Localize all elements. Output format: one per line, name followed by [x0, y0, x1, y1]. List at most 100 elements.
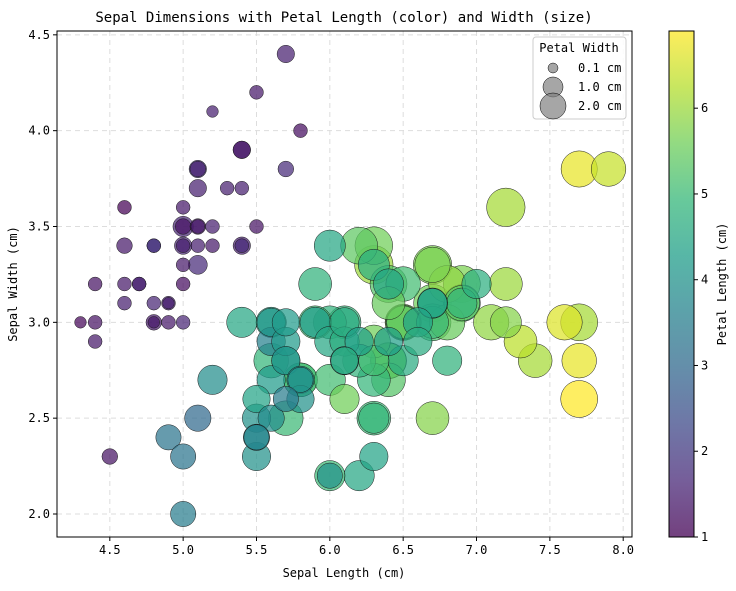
colorbar-tick-label: 1	[701, 530, 708, 544]
data-point-setosa	[147, 316, 160, 329]
data-point-setosa	[175, 218, 192, 235]
data-point-setosa	[175, 257, 191, 273]
y-axis-ticks: 2.0 2.5 3.0 3.5 4.0 4.5	[28, 28, 57, 521]
data-point-versicolor	[344, 327, 374, 356]
data-point-setosa	[190, 238, 205, 253]
colorbar-tick-label: 2	[701, 444, 708, 458]
data-point-versicolor	[432, 345, 463, 376]
data-point-setosa	[277, 160, 294, 178]
data-point-setosa	[87, 315, 103, 330]
legend-marker-large	[539, 92, 567, 120]
data-point-versicolor	[242, 385, 271, 413]
data-point-virginica	[561, 343, 597, 379]
data-point-versicolor	[226, 306, 258, 338]
x-tick-label: 7.5	[539, 543, 561, 557]
chart-title: Sepal Dimensions with Petal Length (colo…	[95, 10, 592, 26]
y-tick-label: 3.0	[28, 315, 50, 329]
colorbar-tick-label: 5	[701, 187, 708, 201]
data-point-setosa	[205, 219, 220, 234]
data-point-versicolor	[287, 366, 314, 393]
legend-label-large: 2.0 cm	[578, 99, 621, 113]
data-point-setosa	[116, 237, 133, 254]
data-point-setosa	[234, 180, 250, 196]
data-point-versicolor	[272, 386, 299, 412]
colorbar-gradient	[668, 30, 695, 538]
data-point-setosa	[190, 219, 205, 234]
data-point-virginica	[560, 380, 598, 418]
data-point-setosa	[188, 179, 207, 198]
data-point-virginica	[590, 151, 627, 187]
legend-label-medium: 1.0 cm	[578, 80, 621, 94]
data-point-setosa	[175, 238, 191, 253]
legend-marker-small	[547, 62, 559, 74]
data-point-virginica	[414, 246, 451, 283]
data-point-setosa	[276, 45, 295, 63]
data-point-versicolor	[359, 442, 389, 471]
data-point-setosa	[249, 219, 264, 234]
data-point-versicolor	[358, 402, 390, 434]
data-point-setosa	[189, 160, 206, 178]
data-point-versicolor	[316, 462, 343, 489]
colorbar-ticks: 1 2 3 4 5 6	[694, 101, 708, 544]
data-point-setosa	[234, 238, 250, 253]
data-point-setosa	[87, 276, 103, 292]
data-point-setosa	[117, 200, 132, 215]
size-legend: Petal Width 0.1 cm 1.0 cm 2.0 cm	[532, 36, 627, 120]
data-point-setosa	[219, 180, 235, 196]
data-point-setosa	[249, 85, 264, 100]
data-point-setosa	[131, 276, 147, 292]
data-point-setosa	[175, 315, 191, 330]
data-point-setosa	[293, 123, 308, 138]
y-tick-label: 2.5	[28, 411, 50, 425]
y-tick-label: 4.0	[28, 124, 50, 138]
data-point-virginica	[329, 384, 360, 414]
data-point-virginica	[415, 401, 450, 435]
data-point-versicolor	[403, 327, 433, 356]
data-point-setosa	[74, 316, 87, 329]
data-point-virginica	[546, 304, 583, 341]
data-point-setosa	[232, 140, 251, 159]
data-point-setosa	[87, 334, 103, 349]
data-point-versicolor	[298, 267, 332, 301]
data-point-setosa	[188, 255, 208, 275]
data-point-versicolor	[271, 308, 300, 337]
data-point-versicolor	[330, 346, 359, 375]
x-tick-label: 5.5	[246, 543, 268, 557]
data-point-virginica	[486, 187, 526, 227]
data-point-versicolor	[374, 327, 403, 356]
data-point-setosa	[146, 295, 161, 311]
data-point-versicolor	[373, 268, 404, 300]
y-tick-label: 2.0	[28, 507, 50, 521]
legend-label-small: 0.1 cm	[578, 61, 621, 75]
data-point-versicolor	[243, 424, 270, 451]
x-tick-label: 6.5	[392, 543, 414, 557]
data-point-versicolor	[184, 404, 212, 432]
legend-title: Petal Width	[539, 41, 618, 55]
data-point-versicolor	[155, 424, 182, 451]
data-point-setosa	[175, 276, 191, 292]
x-axis-label: Sepal Length (cm)	[283, 566, 406, 580]
x-tick-label: 7.0	[466, 543, 488, 557]
data-point-versicolor	[257, 404, 285, 432]
data-point-versicolor	[313, 229, 346, 262]
data-point-setosa	[101, 448, 118, 465]
data-point-setosa	[162, 297, 175, 310]
colorbar-tick-label: 6	[701, 101, 708, 115]
data-point-setosa	[146, 238, 161, 253]
data-point-setosa	[117, 295, 132, 311]
data-point-setosa	[205, 238, 220, 253]
y-tick-label: 4.5	[28, 28, 50, 42]
x-tick-label: 5.0	[172, 543, 194, 557]
data-point-virginica	[489, 267, 523, 301]
data-point-setosa	[117, 276, 132, 292]
x-tick-label: 6.0	[319, 543, 341, 557]
data-point-setosa	[161, 315, 176, 330]
data-point-setosa	[175, 200, 191, 215]
data-point-virginica	[489, 306, 522, 339]
colorbar: 1 2 3 4 5 6 Petal Length (cm)	[668, 30, 729, 544]
colorbar-label: Petal Length (cm)	[715, 223, 729, 346]
data-point-setosa	[206, 105, 219, 118]
data-point-versicolor	[271, 346, 301, 376]
colorbar-tick-label: 4	[701, 273, 708, 287]
